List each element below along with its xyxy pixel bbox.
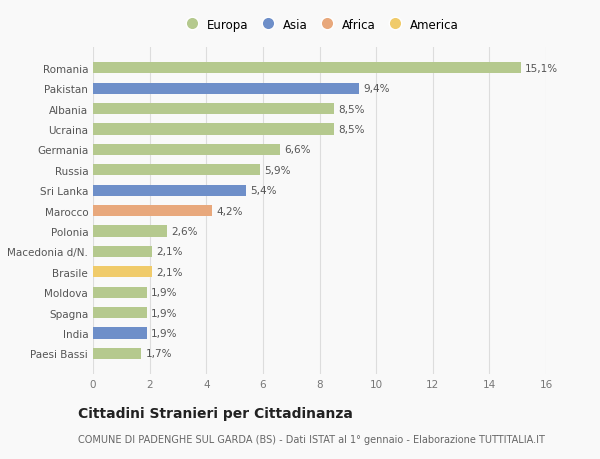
- Bar: [93, 185, 246, 196]
- Bar: [93, 226, 167, 237]
- Text: 6,6%: 6,6%: [284, 145, 311, 155]
- Bar: [93, 287, 147, 298]
- Text: 5,9%: 5,9%: [264, 165, 291, 175]
- Bar: [93, 328, 147, 339]
- Bar: [93, 348, 141, 359]
- Text: 15,1%: 15,1%: [525, 64, 558, 73]
- Text: Cittadini Stranieri per Cittadinanza: Cittadini Stranieri per Cittadinanza: [78, 406, 353, 420]
- Text: 2,1%: 2,1%: [157, 247, 183, 257]
- Text: 8,5%: 8,5%: [338, 125, 364, 134]
- Bar: [93, 206, 212, 217]
- Text: 1,9%: 1,9%: [151, 328, 178, 338]
- Text: 1,9%: 1,9%: [151, 288, 178, 297]
- Text: 1,9%: 1,9%: [151, 308, 178, 318]
- Text: 2,6%: 2,6%: [171, 226, 197, 236]
- Bar: [93, 104, 334, 115]
- Text: 8,5%: 8,5%: [338, 104, 364, 114]
- Text: COMUNE DI PADENGHE SUL GARDA (BS) - Dati ISTAT al 1° gennaio - Elaborazione TUTT: COMUNE DI PADENGHE SUL GARDA (BS) - Dati…: [78, 434, 545, 444]
- Text: 5,4%: 5,4%: [250, 186, 277, 196]
- Text: 2,1%: 2,1%: [157, 267, 183, 277]
- Legend: Europa, Asia, Africa, America: Europa, Asia, Africa, America: [176, 15, 463, 35]
- Bar: [93, 308, 147, 319]
- Bar: [93, 267, 152, 278]
- Bar: [93, 165, 260, 176]
- Text: 1,7%: 1,7%: [145, 349, 172, 358]
- Bar: [93, 63, 521, 74]
- Bar: [93, 246, 152, 257]
- Text: 4,2%: 4,2%: [216, 206, 242, 216]
- Text: 9,4%: 9,4%: [364, 84, 390, 94]
- Bar: [93, 145, 280, 156]
- Bar: [93, 84, 359, 95]
- Bar: [93, 124, 334, 135]
